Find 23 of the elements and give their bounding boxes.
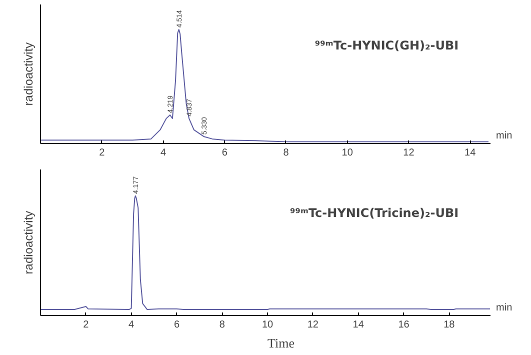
x-axis-title: Time — [268, 336, 295, 350]
y-axis-title: radioactivity — [22, 42, 36, 106]
x-tick-label: 4 — [160, 148, 166, 158]
x-tick-label: 2 — [83, 320, 90, 330]
text: ⁹⁹ᵐTc-HYNIC(GH)₂-UBI — [314, 38, 459, 52]
x-tick-label: 8 — [219, 320, 226, 330]
x-tick-label: 18 — [444, 320, 456, 330]
y-axis-title: radioactivity — [22, 210, 36, 274]
text: min — [496, 130, 512, 142]
x-tick-label: 6 — [222, 148, 228, 158]
x-tick-label: 2 — [99, 148, 106, 158]
x-tick-label: 8 — [283, 148, 290, 158]
x-tick-label: 16 — [398, 320, 410, 330]
x-tick-label: 12 — [403, 148, 415, 158]
x-tick-label: 14 — [464, 148, 476, 158]
x-tick-label: 12 — [307, 320, 319, 330]
x-tick-label: 10 — [342, 148, 354, 158]
text: min — [496, 302, 512, 314]
x-tick-label: 4 — [128, 320, 135, 330]
x-tick-label: 6 — [174, 320, 180, 330]
text: ⁹⁹ᵐTc-HYNIC(Tricine)₂-UBI — [290, 206, 459, 220]
x-tick-label: 10 — [262, 320, 274, 330]
x-tick-label: 14 — [352, 320, 364, 330]
